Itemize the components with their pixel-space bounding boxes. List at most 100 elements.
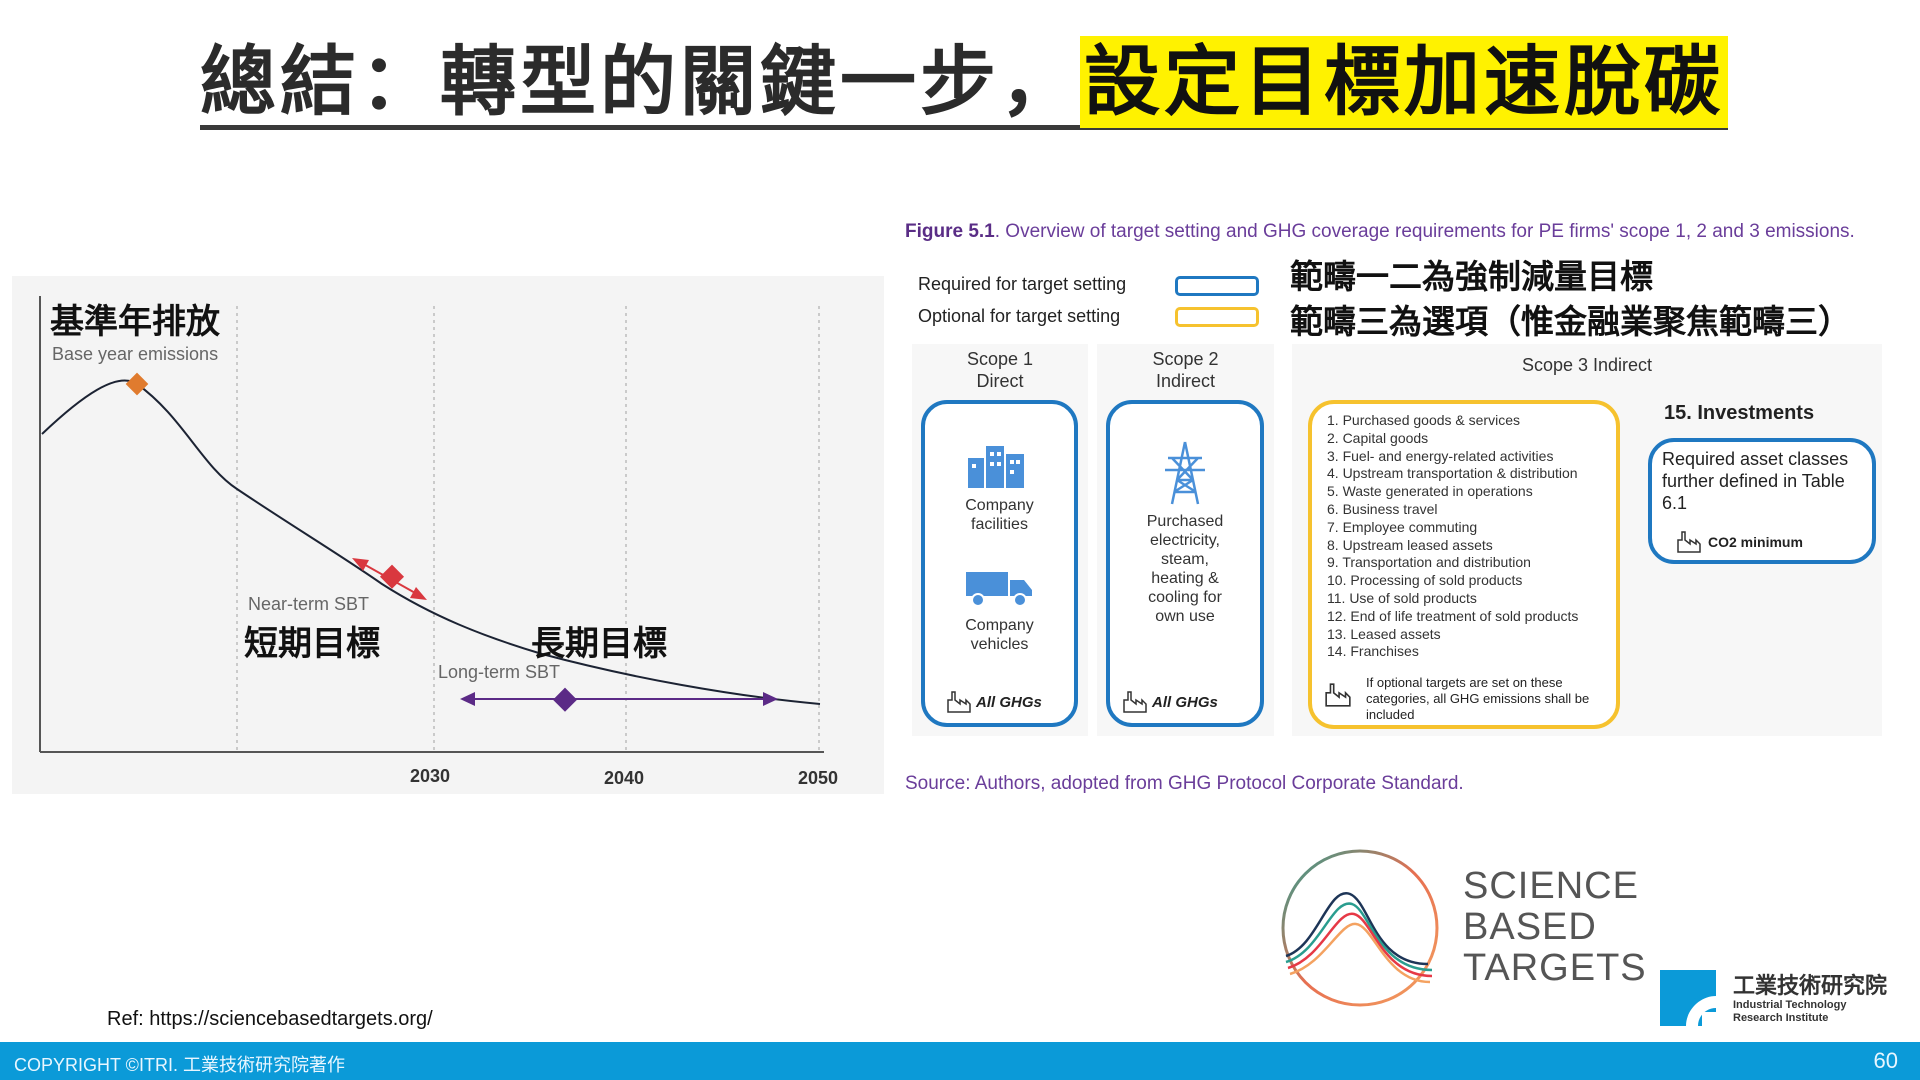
category-item: 14. Franchises xyxy=(1327,643,1419,660)
figure-caption: Figure 5.1. Overview of target setting a… xyxy=(905,218,1895,246)
slide-title: 總結：轉型的關鍵一步， 設定目標加速脫碳 xyxy=(200,35,1728,130)
investments-text: Required asset classes further defined i… xyxy=(1662,449,1849,513)
sbt-logo-text: SCIENCE BASED TARGETS xyxy=(1463,866,1647,989)
investments-card xyxy=(1648,438,1876,564)
scope2-description: Purchased electricity, steam, heating & … xyxy=(1106,512,1264,626)
itri-logo-en: Industrial Technology Research Institute xyxy=(1733,999,1846,1025)
near-term-zh-label: 短期目標 xyxy=(244,624,380,664)
itri-logo-icon xyxy=(1660,970,1716,1026)
itri-en-line1: Industrial Technology xyxy=(1733,999,1847,1011)
scope2-heading-line1: Scope 2 xyxy=(1152,349,1219,369)
company-vehicles-line2: vehicles xyxy=(970,636,1029,653)
figure-caption-rest: . Overview of target setting and GHG cov… xyxy=(994,221,1855,242)
category-item: 2. Capital goods xyxy=(1327,429,1429,446)
optional-categories-note: If optional targets are set on these cat… xyxy=(1366,675,1590,722)
legend-optional-swatch xyxy=(1175,307,1259,327)
base-year-en-label: Base year emissions xyxy=(52,344,219,364)
truck-icon xyxy=(966,572,1032,607)
legend-optional-label: Optional for target setting xyxy=(918,306,1121,326)
year-label-2050: 2050 xyxy=(798,768,839,788)
scope3-category-list: 1. Purchased goods & services 2. Capital… xyxy=(1327,412,1578,661)
page-number: 60 xyxy=(1873,1048,1898,1073)
near-term-marker xyxy=(379,564,405,589)
legend-required-swatch xyxy=(1175,276,1259,296)
factory-icon xyxy=(947,691,971,713)
category-item: 9. Transportation and distribution xyxy=(1327,554,1531,571)
category-item: 4. Upstream transportation & distributio… xyxy=(1327,465,1578,482)
scope2-all-ghgs: All GHGs xyxy=(1122,690,1218,714)
scope2-heading-line2: Indirect xyxy=(1155,371,1216,391)
sbt-line-1: SCIENCE xyxy=(1463,865,1639,907)
near-term-arrow-left xyxy=(352,558,369,571)
near-term-arrow-right xyxy=(410,587,427,600)
category-item: 7. Employee commuting xyxy=(1327,518,1478,535)
scope2-heading: Scope 2 Indirect xyxy=(1097,348,1274,392)
copyright-text: COPYRIGHT ©ITRI. 工業技術研究院著作 xyxy=(14,1055,345,1075)
scope2-all-ghgs-text: All GHGs xyxy=(1152,693,1218,711)
company-facilities-label: Company facilities xyxy=(921,496,1078,534)
title-highlight-text: 設定目標加速脫碳 xyxy=(1080,35,1728,128)
scope2-desc-line6: own use xyxy=(1155,608,1215,625)
long-term-zh-label: 長期目標 xyxy=(531,624,667,664)
company-facilities-line1: Company xyxy=(965,497,1034,514)
scope3-optional-card xyxy=(1308,400,1620,729)
long-term-en-label: Long-term SBT xyxy=(438,662,561,682)
scope1-all-ghgs: All GHGs xyxy=(946,690,1042,714)
factory-icon xyxy=(1677,531,1701,553)
category-item: 8. Upstream leased assets xyxy=(1327,536,1493,553)
figure-caption-bold: Figure 5.1 xyxy=(905,221,995,242)
optional-scope-note: 範疇三為選項（惟金融業聚焦範疇三） xyxy=(1290,302,1851,341)
figure-source: Source: Authors, adopted from GHG Protoc… xyxy=(905,773,1464,794)
scope3-heading: Scope 3 Indirect xyxy=(1521,355,1653,375)
company-vehicles-line1: Company xyxy=(965,617,1034,634)
factory-icon xyxy=(1325,683,1351,707)
scope1-heading-line2: Direct xyxy=(976,371,1024,391)
scope2-desc-line3: steam, xyxy=(1160,551,1209,568)
itri-en-line2: Research Institute xyxy=(1733,1012,1829,1024)
near-term-en-label: Near-term SBT xyxy=(248,594,370,614)
sbt-logo-icon xyxy=(1281,849,1439,1007)
emissions-curve xyxy=(41,379,821,705)
mandatory-scope-note: 範疇一二為強制減量目標 xyxy=(1290,257,1653,296)
scope2-desc-line1: Purchased xyxy=(1146,513,1224,530)
year-label-2040: 2040 xyxy=(604,768,645,788)
category-item: 12. End of life treatment of sold produc… xyxy=(1327,607,1579,624)
factory-icon xyxy=(1123,691,1147,713)
category-item: 13. Leased assets xyxy=(1327,625,1441,642)
company-vehicles-label: Company vehicles xyxy=(921,616,1078,654)
long-term-arrow-right xyxy=(763,692,778,706)
footer-bar: COPYRIGHT ©ITRI. 工業技術研究院著作 60 xyxy=(0,1042,1920,1080)
itri-logo-zh: 工業技術研究院 xyxy=(1733,974,1888,999)
long-term-arrow-left xyxy=(460,692,475,706)
scope1-all-ghgs-text: All GHGs xyxy=(976,693,1042,711)
legend-required-label: Required for target setting xyxy=(918,274,1127,294)
base-year-zh-label: 基準年排放 xyxy=(50,302,220,342)
emissions-pathway-chart: 基準年排放 Base year emissions Near-term SBT … xyxy=(12,276,884,794)
year-label-2030: 2030 xyxy=(410,766,451,786)
long-term-marker xyxy=(552,687,578,712)
buildings-icon xyxy=(968,446,1024,488)
category-item: 6. Business travel xyxy=(1327,500,1438,517)
scope2-desc-line5: cooling for xyxy=(1148,589,1222,606)
category-item: 11. Use of sold products xyxy=(1327,589,1477,606)
scope1-heading-line1: Scope 1 xyxy=(966,349,1034,369)
reference-link: Ref: https://sciencebasedtargets.org/ xyxy=(107,1008,433,1030)
category-item: 10. Processing of sold products xyxy=(1327,572,1523,589)
category-item: 1. Purchased goods & services xyxy=(1327,412,1520,428)
scope2-card xyxy=(1106,400,1264,727)
scope1-heading: Scope 1 Direct xyxy=(912,348,1088,392)
pathway-svg xyxy=(39,296,824,753)
title-main-text: 總結：轉型的關鍵一步， xyxy=(200,36,1080,126)
sbt-line-3: TARGETS xyxy=(1463,947,1647,989)
co2-minimum-text: CO2 minimum xyxy=(1708,534,1803,550)
base-year-marker xyxy=(125,372,149,396)
scope2-desc-line2: electricity, xyxy=(1150,532,1220,549)
scope2-desc-line4: heating & xyxy=(1151,570,1219,587)
category-item: 5. Waste generated in operations xyxy=(1327,483,1533,500)
category-item: 3. Fuel- and energy-related activities xyxy=(1327,447,1554,464)
power-tower-icon xyxy=(1165,441,1205,505)
co2-minimum: CO2 minimum xyxy=(1676,530,1803,554)
company-facilities-line2: facilities xyxy=(971,516,1028,533)
sbt-line-2: BASED xyxy=(1463,906,1597,948)
investments-title: 15. Investments xyxy=(1664,402,1815,424)
